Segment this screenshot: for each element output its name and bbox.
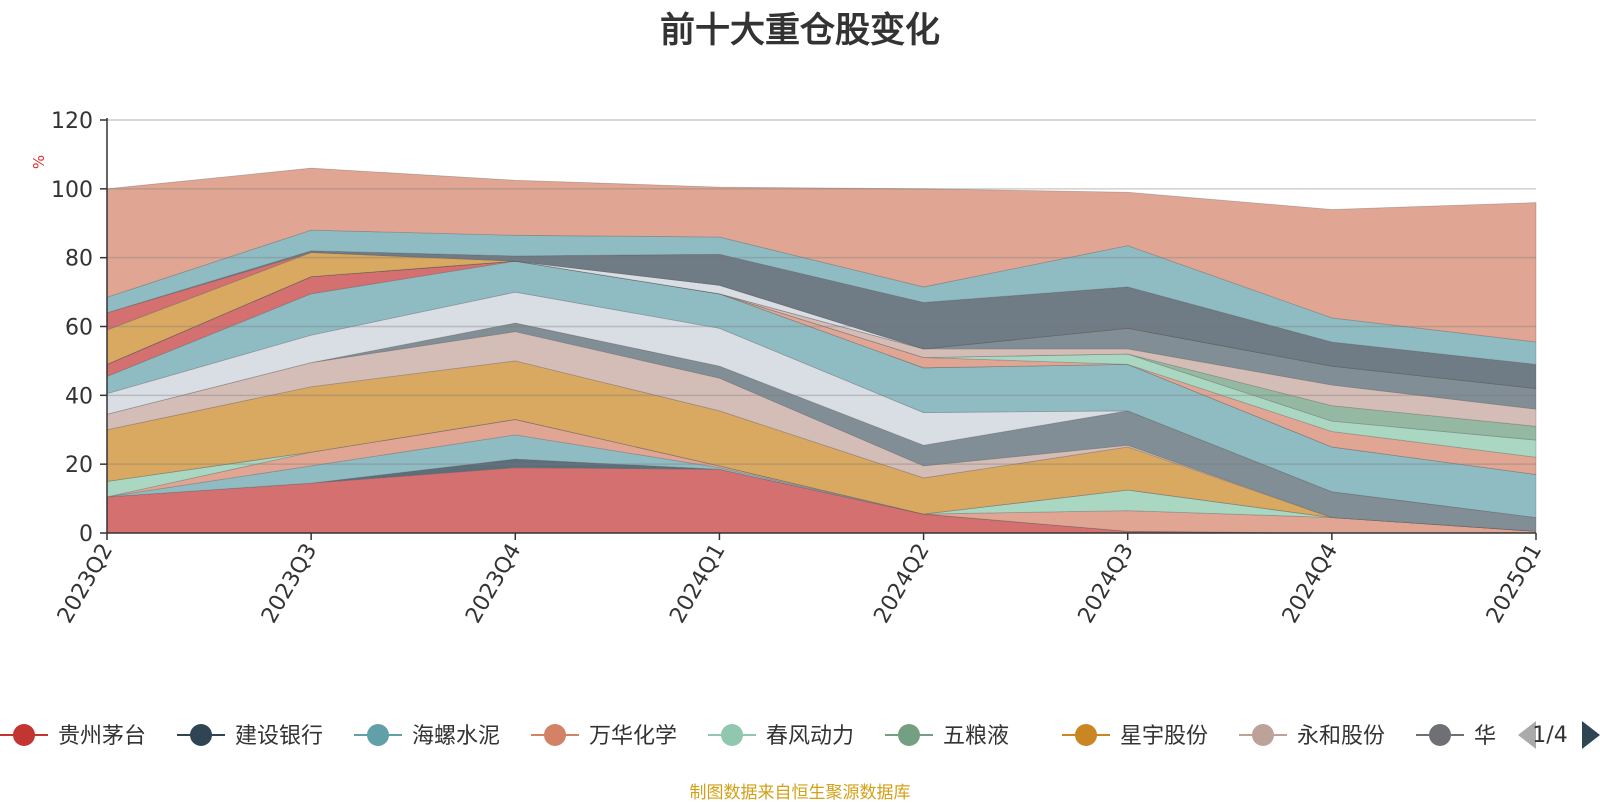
y-tick-label: 0 [79,522,93,547]
x-tick-label: 2024Q4 [1278,540,1343,628]
area-series-5 [106,419,1537,532]
legend-page-indicator: 1/4 [1532,723,1567,748]
legend-item[interactable]: 五粮液 [885,724,1009,749]
area-series-21 [106,250,1537,389]
legend-label: 万华化学 [589,724,677,749]
y-tick-label: 80 [65,247,93,272]
legend-label: 春风动力 [766,724,854,749]
legend-label: 五粮液 [943,724,1009,749]
grid-lines [107,119,1536,465]
legend-item[interactable]: 万华化学 [531,724,677,749]
x-tick-label: 2024Q2 [869,540,934,628]
legend-label: 建设银行 [235,724,323,749]
legend-dot-icon [1252,724,1274,746]
legend-label: 华 [1474,724,1496,749]
area-series-7 [106,360,1537,532]
legend-item[interactable]: 永和股份 [1239,724,1385,749]
area-series-8 [106,331,1537,532]
area-series-3 [106,434,1536,534]
legend-label: 海螺水泥 [412,724,500,749]
x-tick-label: 2025Q1 [1482,540,1547,628]
area-layers [106,167,1537,534]
y-tick-label: 40 [65,384,93,409]
y-tick-label: 20 [65,453,93,478]
y-tick-label: 100 [51,178,93,203]
legend-next-arrow-icon[interactable] [1582,721,1600,749]
legend-prev-arrow-icon[interactable] [1518,721,1536,749]
legend-dot-icon [721,724,743,746]
area-series-22 [106,229,1537,365]
stacked-area-chart: 0 20 40 60 80 100 120 2023Q2 2023Q3 2023Q4 2024Q1 2… [30,109,1547,628]
legend-item[interactable]: 春风动力 [708,724,854,749]
legend-item[interactable]: 华 [1416,724,1496,749]
x-tick-label: 2023Q4 [461,540,526,628]
y-axis-unit-label: % [30,155,48,169]
legend: 贵州茅台 建设银行 海螺水泥 万华化学 春风动力 五粮液 星宇股份 永和股份 华 1/4 [0,721,1600,749]
x-tick-label: 2024Q1 [665,540,730,628]
legend-dot-icon [367,724,389,746]
legend-label: 星宇股份 [1120,724,1208,749]
x-tick-label: 2023Q2 [53,540,118,628]
legend-item[interactable]: 贵州茅台 [0,724,146,749]
legend-dot-icon [1075,724,1097,746]
source-footer: 制图数据来自恒生聚源数据库 [689,783,911,803]
area-series-23 [106,167,1537,343]
legend-item[interactable]: 海螺水泥 [354,724,500,749]
y-tick-label: 120 [51,109,93,134]
legend-item[interactable]: 建设银行 [177,724,323,749]
legend-label: 永和股份 [1297,724,1385,749]
legend-dot-icon [1429,724,1451,746]
legend-dot-icon [544,724,566,746]
legend-dot-icon [898,724,920,746]
x-tick-label: 2023Q3 [257,540,322,628]
x-tick-label: 2024Q3 [1074,540,1139,628]
legend-label: 贵州茅台 [58,724,146,749]
legend-item[interactable]: 星宇股份 [1062,724,1208,749]
legend-dot-icon [190,724,212,746]
legend-dot-icon [13,724,35,746]
y-tick-label: 60 [65,316,93,341]
chart-title: 前十大重仓股变化 [659,11,940,51]
area-series-4 [106,419,1537,534]
